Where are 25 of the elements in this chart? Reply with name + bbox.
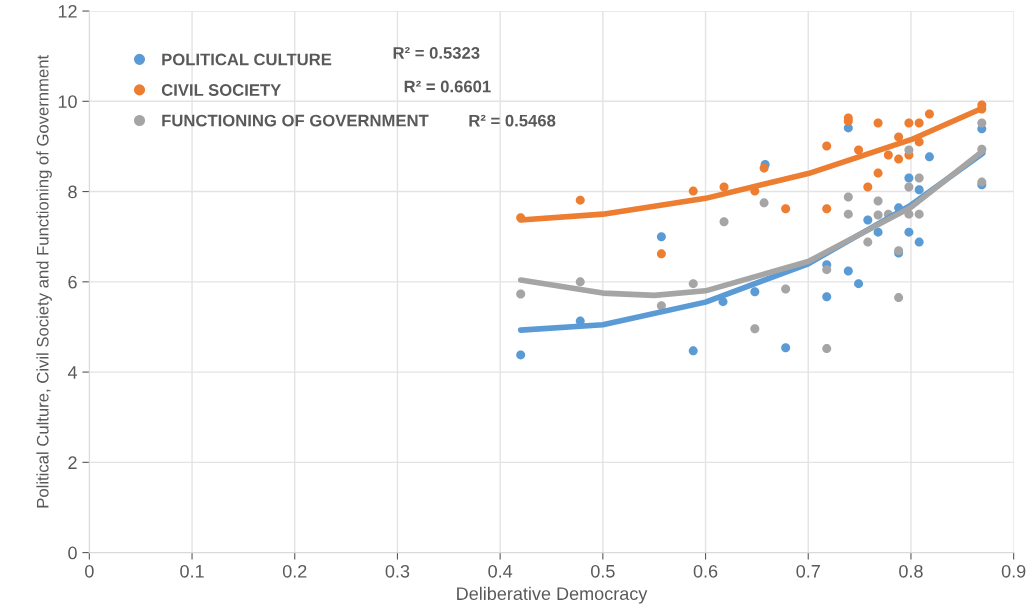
x-axis-title: Deliberative Democracy [457, 586, 648, 604]
y-tick-label: 8 [68, 185, 77, 199]
x-tick-label: 0.2 [282, 564, 307, 578]
x-tick-label: 0.4 [488, 564, 513, 578]
x-tick-label: 0.7 [796, 564, 820, 578]
x-tick-label: 0 [85, 564, 94, 578]
x-tick-label: 0.3 [385, 564, 410, 578]
x-tick-label: 0.6 [693, 564, 718, 578]
x-tick-label: 0.1 [180, 564, 204, 578]
y-tick-label: 10 [58, 95, 77, 109]
annotation: R² = 0.5468 [469, 114, 556, 127]
y-axis-title: Political Culture, Civil Society and Functioning of Government [36, 54, 52, 508]
y-tick-label: 4 [67, 366, 78, 379]
annotation: R² = 0.6601 [404, 80, 491, 93]
legend-label: POLITICAL CULTURE [162, 53, 332, 66]
y-tick-label: 12 [58, 4, 77, 18]
x-tick-label: 0.5 [591, 564, 615, 578]
y-tick-label: 0 [68, 546, 77, 560]
annotation: R² = 0.5323 [393, 47, 480, 59]
legend-label: CIVIL SOCIETY [161, 84, 281, 96]
x-tick-label: 0.9 [1001, 564, 1026, 578]
legend-label: FUNCTIONING OF GOVERNMENT [162, 114, 429, 127]
x-tick-label: 0.8 [899, 564, 923, 578]
y-tick-label: 2 [68, 456, 77, 469]
y-tick-label: 6 [68, 275, 77, 289]
